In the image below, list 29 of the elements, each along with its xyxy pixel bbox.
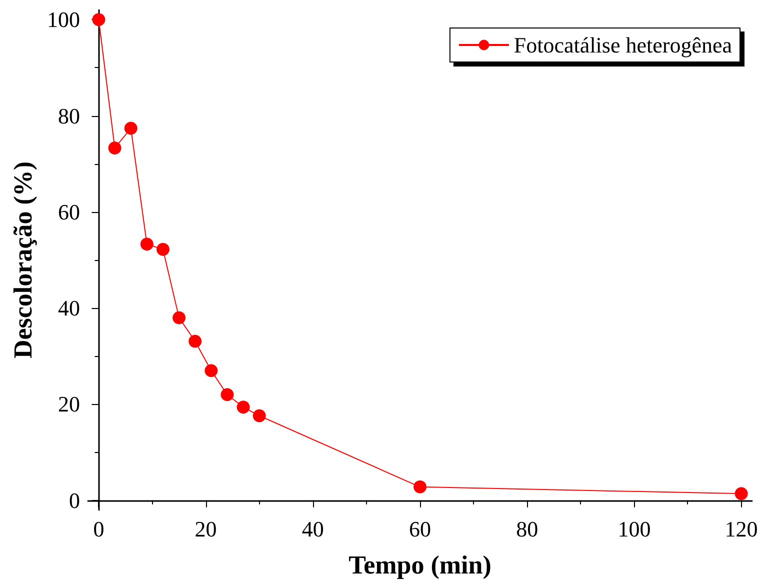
x-tick-label: 100 xyxy=(618,516,651,542)
y-tick-label: 80 xyxy=(58,103,80,128)
x-tick-label: 0 xyxy=(93,516,104,542)
point xyxy=(204,364,218,378)
x-tick-label: 80 xyxy=(516,516,538,542)
x-tick-label: 120 xyxy=(724,516,758,542)
point xyxy=(172,311,186,324)
x-tick-label: 40 xyxy=(302,516,324,542)
point xyxy=(108,141,122,154)
x-tick-label: 20 xyxy=(194,516,217,542)
point xyxy=(236,400,250,414)
point xyxy=(220,388,234,402)
point xyxy=(92,13,106,26)
y-axis-title: Descoloração (%) xyxy=(8,161,38,359)
x-tick-label: 60 xyxy=(409,516,431,542)
point xyxy=(252,409,266,422)
point xyxy=(124,122,138,135)
y-tick-label: 20 xyxy=(58,392,80,417)
y-tick-label: 100 xyxy=(47,7,80,32)
point xyxy=(156,242,170,256)
y-tick-label: 40 xyxy=(58,296,80,321)
y-tick-label: 60 xyxy=(58,199,80,224)
point xyxy=(140,238,154,251)
y-tick-label: 0 xyxy=(69,488,80,513)
point xyxy=(414,480,426,494)
x-axis-title: Tempo (min) xyxy=(348,550,492,580)
point xyxy=(734,487,748,500)
point xyxy=(188,334,202,348)
legend-label: Fotocatálise heterogênea xyxy=(514,32,732,58)
